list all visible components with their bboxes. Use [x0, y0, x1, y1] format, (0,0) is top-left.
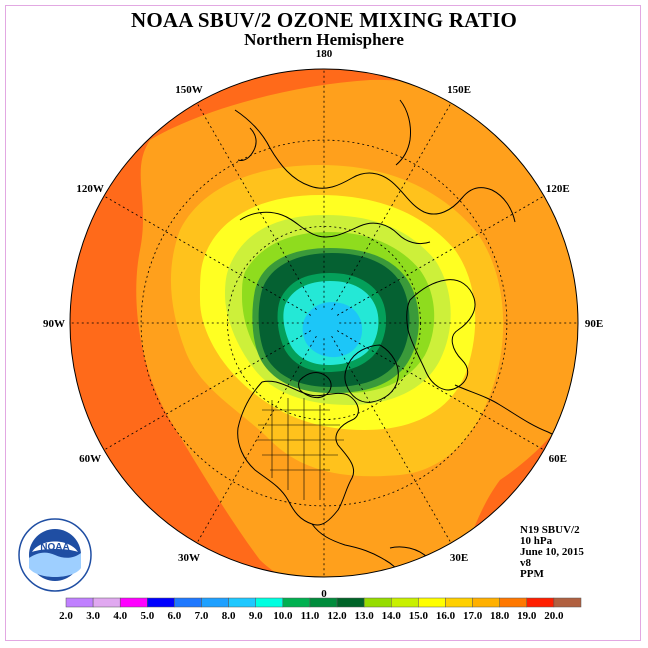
color-bar-tick-label: 2.0 [59, 610, 73, 622]
ozone-contour-8 [302, 302, 363, 358]
longitude-label: 60W [79, 453, 101, 465]
state-borders [256, 398, 344, 500]
color-bar-swatch [309, 597, 338, 608]
color-bar-swatch [147, 597, 175, 608]
map-boundary [69, 68, 579, 578]
color-bar-tick-label: 6.0 [168, 610, 182, 622]
map-subtitle: Northern Hemisphere [244, 30, 404, 49]
color-bar-swatch [174, 597, 202, 608]
date-label: June 10, 2015 [520, 546, 584, 558]
satellite-label: N19 SBUV/2 [520, 524, 580, 536]
ozone-field [70, 69, 578, 577]
color-bar-tick-label: 8.0 [222, 610, 236, 622]
color-bar-tick-label: 15.0 [409, 610, 429, 622]
coastline-asia [234, 109, 516, 223]
pressure-level-label: 10 hPa [520, 535, 553, 547]
color-bar-swatch [499, 597, 528, 608]
coastline-japan [237, 127, 257, 161]
color-bar-tick-label: 16.0 [436, 610, 456, 622]
color-bar-tick-label: 13.0 [355, 610, 375, 622]
color-bar-swatch [65, 597, 94, 608]
noaa-logo: NOAA [18, 518, 92, 592]
longitude-label: 150W [175, 84, 203, 96]
color-bar-tick-label: 10.0 [273, 610, 293, 622]
longitude-label: 120E [546, 183, 570, 195]
color-bar-swatch [391, 597, 419, 608]
color-bar-tick-label: 9.0 [249, 610, 263, 622]
longitude-label: 90W [43, 318, 65, 330]
longitude-label: 30E [450, 552, 468, 564]
longitude-label: 60E [549, 453, 567, 465]
color-bar-swatch [336, 597, 365, 608]
color-bar-tick-label: 4.0 [113, 610, 127, 622]
color-bar: 2.0 3.0 4.0 5.0 6.0 7.0 8.0 9.0 10.0 11.0 12.0 13.0… [59, 597, 582, 622]
color-bar-tick-label: 20.0 [544, 610, 564, 622]
longitude-labels: 90E 120E 60E 150E 30E 180 0 150W 30W 120W 60W 90W [43, 48, 603, 600]
coastline-greenland [344, 344, 399, 403]
color-bar-tick-label: 7.0 [195, 610, 209, 622]
color-bar-swatch [553, 597, 582, 608]
coastline-india [395, 99, 411, 166]
coastline-arctic-islands [298, 372, 332, 399]
longitude-label: 120W [76, 183, 104, 195]
longitude-label: 0 [321, 588, 327, 600]
color-bar-tick-label: 19.0 [517, 610, 537, 622]
longitude-label: 150E [447, 84, 471, 96]
coastline-siberia [239, 211, 431, 245]
color-bar-swatch [119, 597, 148, 608]
color-bar-tick-label: 14.0 [382, 610, 402, 622]
color-bar-tick-label: 3.0 [86, 610, 100, 622]
version-label: v8 [520, 557, 531, 569]
longitude-label: 30W [178, 552, 200, 564]
color-bar-swatch [255, 597, 284, 608]
figure-frame [5, 5, 641, 641]
color-bar-swatch [282, 597, 311, 608]
color-bar-swatch [201, 597, 229, 608]
coastline-north-america [237, 380, 359, 526]
color-bar-tick-label: 12.0 [327, 610, 347, 622]
color-bar-tick-label: 17.0 [463, 610, 483, 622]
color-bar-swatch [445, 597, 473, 608]
map-title: NOAA SBUV/2 OZONE MIXING RATIO [131, 8, 517, 32]
color-bar-tick-label: 11.0 [301, 610, 320, 622]
color-bar-swatch [526, 597, 555, 608]
color-bar-tick-label: 5.0 [140, 610, 154, 622]
longitude-label: 180 [316, 48, 333, 60]
latitude-circle [140, 139, 508, 507]
units-label: PPM [520, 568, 544, 580]
color-bar-swatch [418, 597, 446, 608]
noaa-logo-text: NOAA [40, 542, 69, 553]
graticule [70, 69, 578, 577]
color-bar-swatch [363, 597, 392, 608]
color-bar-swatch [92, 597, 121, 608]
color-bar-swatch [472, 597, 500, 608]
longitude-label: 90E [585, 318, 603, 330]
color-bar-tick-label: 18.0 [490, 610, 510, 622]
noaa-emblem: NOAA [18, 518, 92, 592]
coastline-europe [406, 279, 476, 391]
color-bar-swatch [228, 597, 256, 608]
